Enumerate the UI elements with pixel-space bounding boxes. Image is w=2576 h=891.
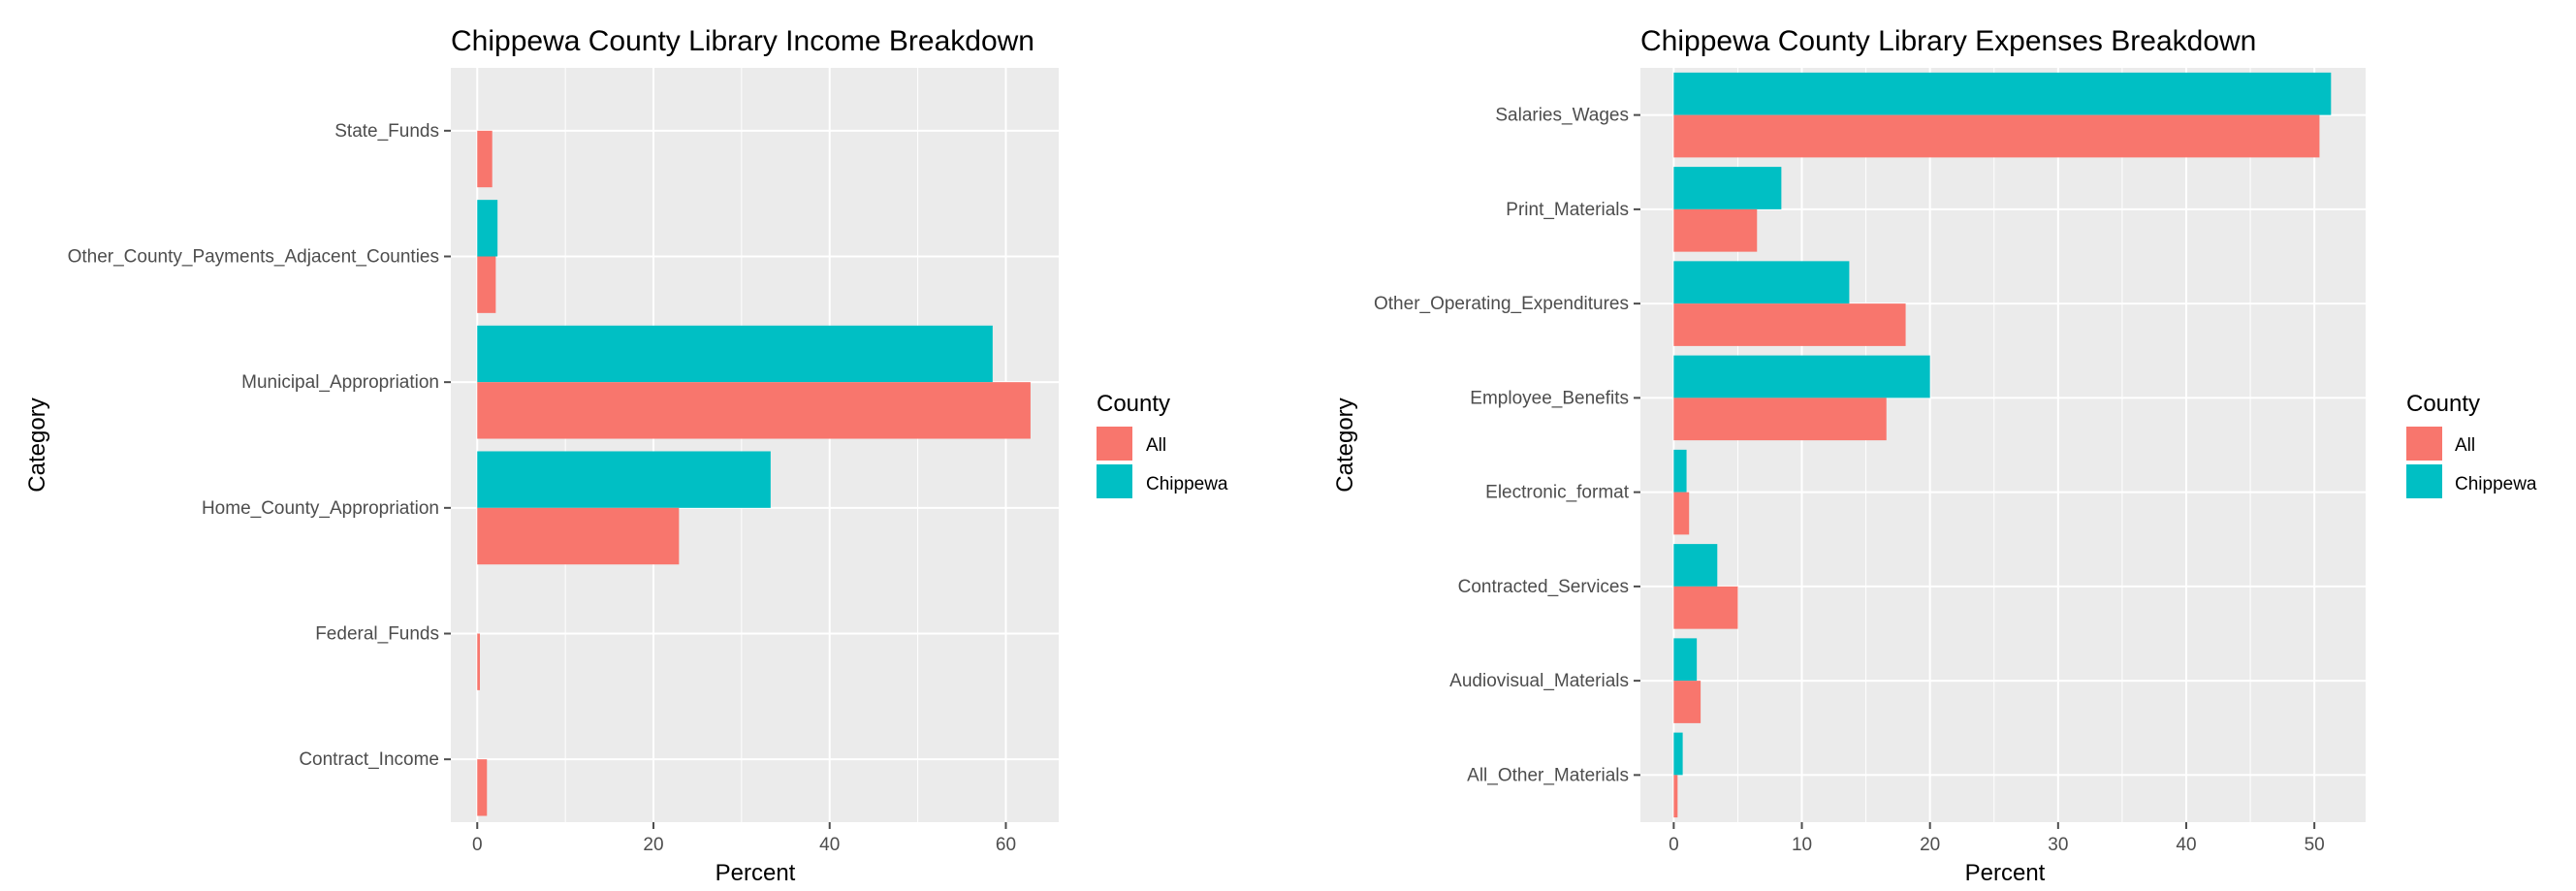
expenses-category-label-all-other-materials: All_Other_Materials [1467, 765, 1629, 785]
income-bar-all-other-county-payments-adjacent-counties [477, 256, 496, 313]
expenses-legend-title: County [2406, 391, 2480, 417]
expenses-bar-chippewa-all-other-materials [1673, 732, 1683, 776]
income-x-tick-label: 60 [996, 835, 1016, 855]
expenses-bar-all-contracted-services [1673, 586, 1738, 629]
expenses-category-label-salaries-wages: Salaries_Wages [1495, 106, 1629, 126]
income-bar-chippewa-home-county-appropriation [477, 451, 771, 508]
income-bar-all-municipal-appropriation [477, 382, 1031, 439]
expenses-x-tick-label: 0 [1669, 835, 1679, 855]
expenses-bar-all-audiovisual-materials [1673, 681, 1701, 723]
expenses-bar-chippewa-other-operating-expenditures [1673, 261, 1850, 304]
expenses-bar-chippewa-electronic-format [1673, 449, 1687, 493]
expenses-category-label-contracted-services: Contracted_Services [1458, 577, 1629, 597]
income-x-tick-label: 40 [819, 835, 840, 855]
expenses-legend-swatch-all [2406, 427, 2442, 461]
income-x-axis-label: Percent [716, 860, 796, 886]
income-legend-label-all: All [1146, 435, 1166, 456]
expenses-x-tick-label: 50 [2305, 835, 2325, 855]
income-bar-all-contract-income [477, 759, 488, 816]
expenses-bar-all-other-operating-expenditures [1673, 303, 1906, 346]
expenses-bar-all-employee-benefits [1673, 398, 1887, 441]
expenses-bar-all-all-other-materials [1673, 775, 1678, 818]
income-bar-all-state-funds [477, 130, 493, 188]
expenses-chart-title: Chippewa County Library Expenses Breakdo… [1640, 25, 2256, 57]
income-category-label-other-county-payments-adjacent-counties: Other_County_Payments_Adjacent_Counties [68, 247, 439, 268]
expenses-category-label-audiovisual-materials: Audiovisual_Materials [1449, 671, 1629, 691]
expenses-bar-all-electronic-format [1673, 492, 1690, 535]
expenses-category-label-other-operating-expenditures: Other_Operating_Expenditures [1374, 294, 1629, 314]
income-bar-chippewa-municipal-appropriation [477, 325, 993, 383]
expenses-bar-chippewa-print-materials [1673, 167, 1782, 209]
expenses-bar-chippewa-audiovisual-materials [1673, 638, 1698, 682]
income-category-label-municipal-appropriation: Municipal_Appropriation [241, 372, 439, 393]
expenses-bar-all-print-materials [1673, 208, 1758, 252]
income-bar-chippewa-other-county-payments-adjacent-counties [477, 200, 498, 257]
income-y-axis-label: Category [24, 398, 50, 492]
expenses-category-label-print-materials: Print_Materials [1506, 200, 1629, 220]
expenses-x-tick-label: 10 [1792, 835, 1812, 855]
income-legend-title: County [1097, 391, 1170, 417]
income-x-tick-label: 0 [472, 835, 483, 855]
income-legend-swatch-chippewa [1097, 464, 1132, 498]
expenses-x-tick-label: 40 [2176, 835, 2196, 855]
expenses-x-tick-label: 20 [1920, 835, 1940, 855]
expenses-category-label-employee-benefits: Employee_Benefits [1470, 388, 1629, 408]
income-category-label-home-county-appropriation: Home_County_Appropriation [202, 498, 439, 519]
expenses-legend-label-chippewa: Chippewa [2455, 474, 2537, 494]
expenses-chart: Chippewa County Library Expenses Breakdo… [1332, 25, 2537, 886]
income-x-tick-label: 20 [643, 835, 663, 855]
income-plot-panel [451, 68, 1059, 822]
income-category-label-state-funds: State_Funds [334, 121, 439, 142]
income-bar-all-home-county-appropriation [477, 507, 680, 565]
income-legend-swatch-all [1097, 427, 1132, 461]
income-category-label-contract-income: Contract_Income [299, 749, 439, 770]
income-category-label-federal-funds: Federal_Funds [315, 624, 439, 645]
income-bar-all-federal-funds [477, 633, 480, 690]
expenses-bar-chippewa-contracted-services [1673, 544, 1718, 587]
expenses-bar-chippewa-employee-benefits [1673, 355, 1930, 398]
income-legend-label-chippewa: Chippewa [1146, 474, 1228, 494]
income-chart: Chippewa County Library Income Breakdown… [24, 25, 1228, 886]
expenses-x-tick-label: 30 [2048, 835, 2068, 855]
expenses-x-axis-label: Percent [1965, 860, 2046, 886]
expenses-y-axis-label: Category [1332, 398, 1358, 492]
expenses-bar-all-salaries-wages [1673, 114, 2320, 158]
expenses-category-label-electronic-format: Electronic_format [1485, 483, 1630, 503]
income-chart-title: Chippewa County Library Income Breakdown [451, 25, 1034, 57]
expenses-legend-label-all: All [2455, 435, 2475, 456]
expenses-bar-chippewa-salaries-wages [1673, 72, 2332, 115]
expenses-legend-swatch-chippewa [2406, 464, 2442, 498]
